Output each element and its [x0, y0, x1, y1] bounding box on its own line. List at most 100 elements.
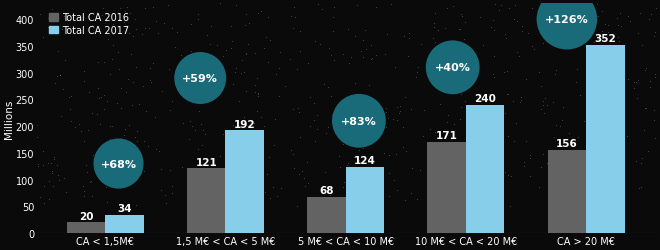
Point: [595, 192, 606, 196]
Point: [515, 100, 525, 104]
Point: [192, 147, 203, 151]
Point: [236, 72, 247, 76]
Point: [312, 128, 322, 132]
Point: [185, 120, 195, 124]
Point: [220, 48, 231, 52]
Point: [243, 140, 253, 143]
Point: [337, 185, 348, 189]
Bar: [187, 169, 226, 233]
Point: [640, 67, 651, 71]
Point: [92, 112, 102, 116]
Point: [19, 182, 30, 186]
Point: [74, 123, 84, 127]
Point: [312, 114, 323, 117]
Point: [372, 173, 383, 177]
Point: [600, 112, 611, 116]
Point: [649, 108, 659, 112]
Point: [592, 3, 603, 7]
Point: [57, 25, 67, 29]
Point: [202, 34, 213, 38]
Point: [123, 78, 133, 82]
Point: [601, 122, 611, 126]
Point: [136, 172, 147, 175]
Point: [512, 20, 522, 24]
Point: [148, 62, 158, 66]
Point: [525, 157, 536, 161]
Point: [81, 164, 92, 168]
Point: [48, 155, 59, 159]
Point: [131, 28, 141, 32]
Point: [650, 137, 660, 141]
Point: [234, 99, 244, 103]
Point: [430, 47, 440, 51]
Point: [536, 165, 546, 169]
Point: [502, 69, 512, 73]
Point: [294, 172, 304, 176]
Point: [600, 87, 611, 91]
Point: [98, 61, 109, 65]
Point: [502, 93, 513, 97]
Point: [581, 190, 592, 194]
Point: [537, 152, 548, 156]
Point: [584, 125, 595, 129]
Point: [629, 86, 640, 90]
Point: [154, 149, 164, 153]
Point: [404, 37, 414, 41]
Point: [429, 26, 440, 30]
Point: [69, 125, 80, 129]
Point: [517, 25, 527, 29]
Point: [157, 90, 168, 94]
Point: [350, 82, 360, 86]
Point: [57, 87, 68, 91]
Point: [597, 203, 607, 207]
Point: [583, 64, 594, 68]
Point: [609, 140, 619, 143]
Point: [104, 177, 115, 181]
Point: [59, 176, 70, 180]
Point: [326, 95, 337, 99]
Point: [237, 58, 248, 62]
Point: [21, 164, 32, 168]
Point: [196, 122, 207, 126]
Point: [305, 96, 315, 100]
Point: [123, 141, 133, 145]
Point: [400, 198, 411, 202]
Point: [599, 120, 610, 124]
Point: [191, 73, 202, 77]
Point: [362, 126, 373, 130]
Point: [290, 16, 300, 20]
Point: [639, 129, 649, 133]
Bar: [308, 197, 346, 233]
Point: [338, 143, 348, 147]
Point: [313, 4, 323, 8]
Point: [399, 35, 410, 39]
Point: [488, 72, 498, 76]
Point: [437, 185, 447, 189]
Point: [500, 170, 510, 174]
Point: [272, 194, 282, 198]
Point: [430, 12, 440, 16]
Point: [192, 18, 203, 21]
Point: [252, 92, 263, 96]
Point: [488, 55, 499, 59]
Point: [438, 90, 448, 94]
Point: [214, 195, 224, 199]
Point: [648, 119, 659, 123]
Point: [131, 140, 142, 144]
Point: [615, 74, 626, 78]
Point: [133, 102, 144, 106]
Point: [633, 79, 644, 83]
Point: [356, 50, 366, 54]
Point: [189, 200, 200, 204]
Point: [92, 61, 103, 65]
Point: [354, 123, 365, 127]
Point: [593, 38, 603, 42]
Point: [228, 83, 238, 87]
Point: [634, 12, 645, 16]
Point: [407, 166, 418, 170]
Point: [380, 53, 391, 57]
Point: [545, 151, 556, 155]
Point: [454, 117, 465, 121]
Point: [521, 140, 531, 144]
Point: [623, 78, 634, 82]
